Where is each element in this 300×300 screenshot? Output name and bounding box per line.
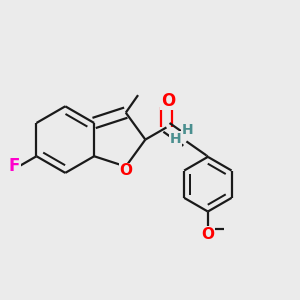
Text: O: O [119, 164, 132, 178]
Text: H: H [182, 123, 194, 137]
Text: O: O [161, 92, 175, 110]
Text: F: F [9, 157, 20, 175]
Text: H: H [169, 132, 181, 146]
Text: O: O [201, 227, 214, 242]
